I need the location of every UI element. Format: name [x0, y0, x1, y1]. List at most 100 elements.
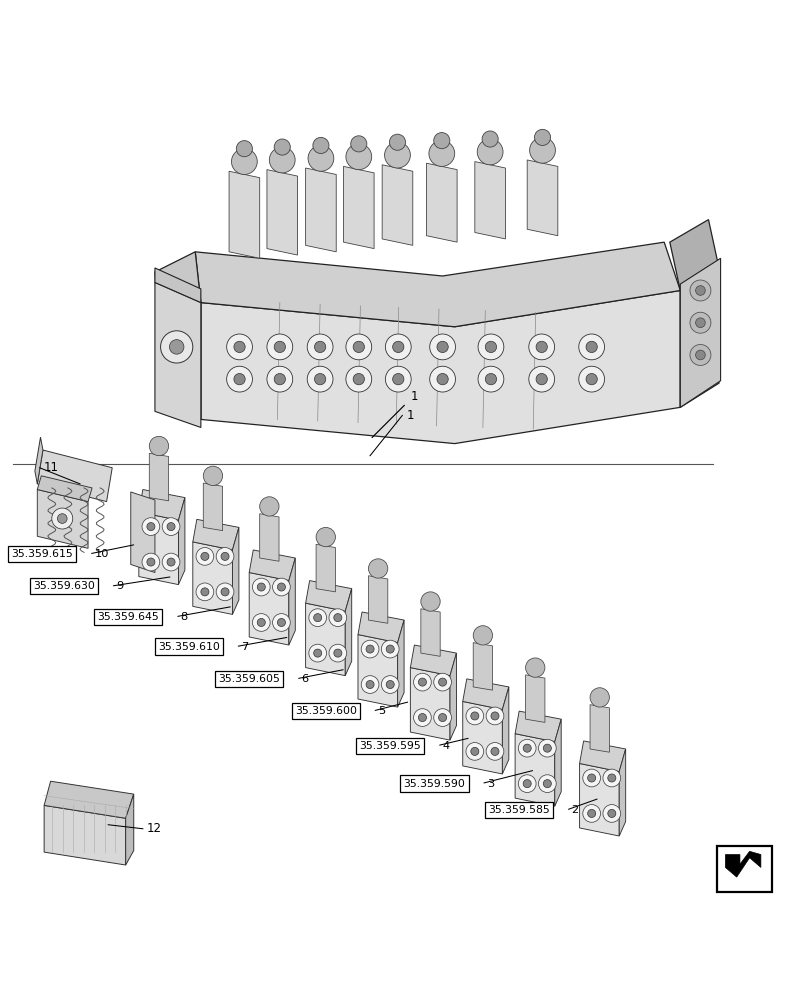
- Circle shape: [477, 139, 502, 165]
- Text: 4: 4: [442, 741, 449, 751]
- Circle shape: [308, 644, 326, 662]
- Polygon shape: [305, 581, 351, 611]
- Circle shape: [307, 145, 333, 171]
- Circle shape: [433, 709, 451, 726]
- Circle shape: [491, 712, 499, 720]
- Polygon shape: [192, 542, 232, 614]
- Circle shape: [315, 527, 335, 547]
- Circle shape: [308, 609, 326, 627]
- Circle shape: [162, 553, 180, 571]
- Circle shape: [162, 518, 180, 535]
- Text: 6: 6: [301, 674, 308, 684]
- Circle shape: [313, 614, 321, 622]
- Circle shape: [528, 366, 554, 392]
- Polygon shape: [260, 514, 279, 561]
- Polygon shape: [619, 749, 625, 836]
- Circle shape: [466, 707, 483, 725]
- Circle shape: [147, 558, 155, 566]
- Circle shape: [522, 744, 530, 752]
- Circle shape: [582, 769, 600, 787]
- Circle shape: [328, 644, 346, 662]
- Circle shape: [466, 743, 483, 760]
- Circle shape: [578, 366, 604, 392]
- Circle shape: [393, 373, 403, 385]
- Polygon shape: [195, 242, 680, 327]
- Circle shape: [478, 366, 503, 392]
- Circle shape: [473, 626, 492, 645]
- Polygon shape: [420, 609, 440, 656]
- Circle shape: [393, 341, 403, 353]
- Circle shape: [203, 466, 222, 485]
- Circle shape: [234, 373, 245, 385]
- Text: 35.359.595: 35.359.595: [359, 741, 421, 751]
- Polygon shape: [526, 160, 557, 236]
- Circle shape: [386, 645, 394, 653]
- Polygon shape: [149, 453, 169, 501]
- Circle shape: [234, 341, 245, 353]
- Polygon shape: [514, 734, 554, 806]
- Circle shape: [147, 523, 155, 531]
- Circle shape: [413, 709, 431, 726]
- Circle shape: [486, 707, 503, 725]
- Polygon shape: [525, 675, 544, 722]
- Circle shape: [58, 514, 67, 523]
- Circle shape: [438, 678, 446, 686]
- Text: 11: 11: [44, 461, 58, 474]
- Circle shape: [252, 578, 270, 596]
- Polygon shape: [358, 635, 397, 707]
- Polygon shape: [249, 550, 295, 581]
- Polygon shape: [305, 168, 336, 252]
- Text: 9: 9: [116, 581, 123, 591]
- Circle shape: [226, 334, 252, 360]
- Polygon shape: [410, 668, 449, 740]
- Polygon shape: [462, 679, 508, 710]
- Circle shape: [418, 678, 426, 686]
- Circle shape: [252, 614, 270, 631]
- Circle shape: [267, 366, 292, 392]
- Circle shape: [312, 137, 328, 154]
- Circle shape: [272, 578, 290, 596]
- Circle shape: [361, 676, 379, 693]
- Circle shape: [200, 552, 208, 560]
- Circle shape: [381, 676, 398, 693]
- Polygon shape: [680, 258, 719, 407]
- Circle shape: [385, 334, 410, 360]
- Polygon shape: [305, 603, 345, 676]
- Circle shape: [590, 688, 608, 707]
- Circle shape: [272, 614, 290, 631]
- Polygon shape: [200, 290, 680, 444]
- Circle shape: [195, 548, 213, 565]
- Text: 35.359.590: 35.359.590: [403, 779, 465, 789]
- Circle shape: [277, 618, 285, 627]
- Circle shape: [529, 137, 555, 163]
- Circle shape: [543, 780, 551, 788]
- Circle shape: [200, 588, 208, 596]
- Polygon shape: [44, 781, 134, 818]
- Text: 8: 8: [181, 612, 187, 622]
- Circle shape: [269, 147, 294, 173]
- Text: 35.359.610: 35.359.610: [157, 642, 220, 652]
- Polygon shape: [155, 252, 200, 419]
- Circle shape: [607, 809, 615, 817]
- Polygon shape: [724, 851, 760, 877]
- Polygon shape: [345, 589, 351, 676]
- Polygon shape: [426, 163, 457, 242]
- Polygon shape: [155, 268, 200, 303]
- Circle shape: [277, 583, 285, 591]
- Circle shape: [428, 141, 454, 166]
- Circle shape: [353, 373, 364, 385]
- Polygon shape: [131, 492, 155, 573]
- Polygon shape: [397, 620, 404, 707]
- Circle shape: [350, 136, 367, 152]
- Polygon shape: [139, 512, 178, 585]
- Circle shape: [491, 747, 499, 755]
- Polygon shape: [44, 805, 126, 865]
- Circle shape: [366, 680, 374, 689]
- Polygon shape: [192, 519, 238, 550]
- Circle shape: [142, 518, 160, 535]
- Polygon shape: [203, 483, 222, 531]
- Circle shape: [525, 658, 544, 677]
- Circle shape: [216, 583, 234, 601]
- Circle shape: [389, 134, 405, 150]
- Circle shape: [221, 552, 229, 560]
